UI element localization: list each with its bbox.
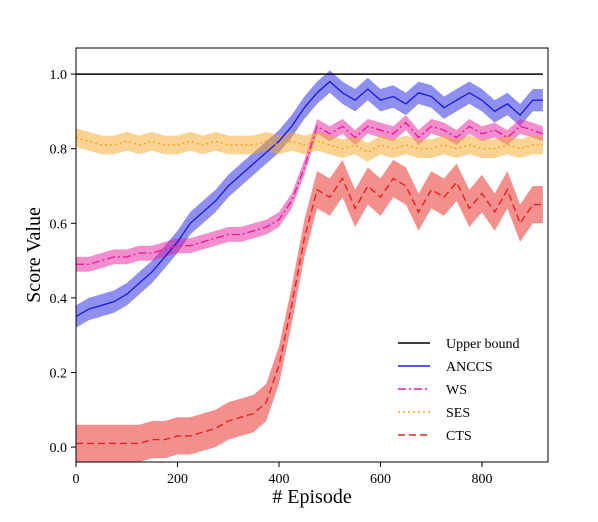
y-tick-label: 0.4 — [50, 292, 68, 307]
x-tick-label: 200 — [167, 472, 188, 487]
x-tick-label: 600 — [370, 472, 391, 487]
y-tick-label: 1.0 — [50, 68, 68, 83]
legend-label-ses: SES — [446, 406, 470, 421]
y-axis-ticks: 0.0 0.2 0.4 0.6 0.8 1.0 — [50, 68, 76, 456]
x-axis-ticks: 0 200 400 600 800 — [73, 462, 493, 487]
ws-line — [76, 121, 544, 265]
plot-frame — [75, 47, 549, 463]
series-lines — [75, 73, 544, 445]
anccs-line — [75, 80, 543, 318]
legend-label-upper-bound: Upper bound — [446, 337, 520, 352]
legend: Upper bound ANCCS WS SES CTS — [398, 337, 520, 444]
confidence-bands — [76, 70, 543, 462]
anccs-band — [76, 70, 543, 328]
y-tick-label: 0.2 — [50, 366, 68, 381]
y-tick-label: 0.6 — [50, 217, 68, 232]
legend-label-cts: CTS — [446, 429, 472, 444]
y-axis-title: Score Value — [23, 207, 45, 303]
legend-label-ws: WS — [446, 383, 467, 398]
legend-label-anccs: ANCCS — [446, 360, 493, 375]
x-tick-label: 0 — [73, 472, 80, 487]
y-tick-label: 0.8 — [50, 143, 68, 158]
cts-band — [76, 159, 543, 462]
cts-line — [76, 177, 543, 445]
ses-band — [76, 128, 543, 162]
y-tick-label: 0.0 — [50, 441, 68, 456]
x-axis-title: # Episode — [272, 486, 352, 508]
x-tick-label: 800 — [472, 472, 493, 487]
x-tick-label: 400 — [269, 472, 290, 487]
ses-line — [75, 136, 543, 154]
